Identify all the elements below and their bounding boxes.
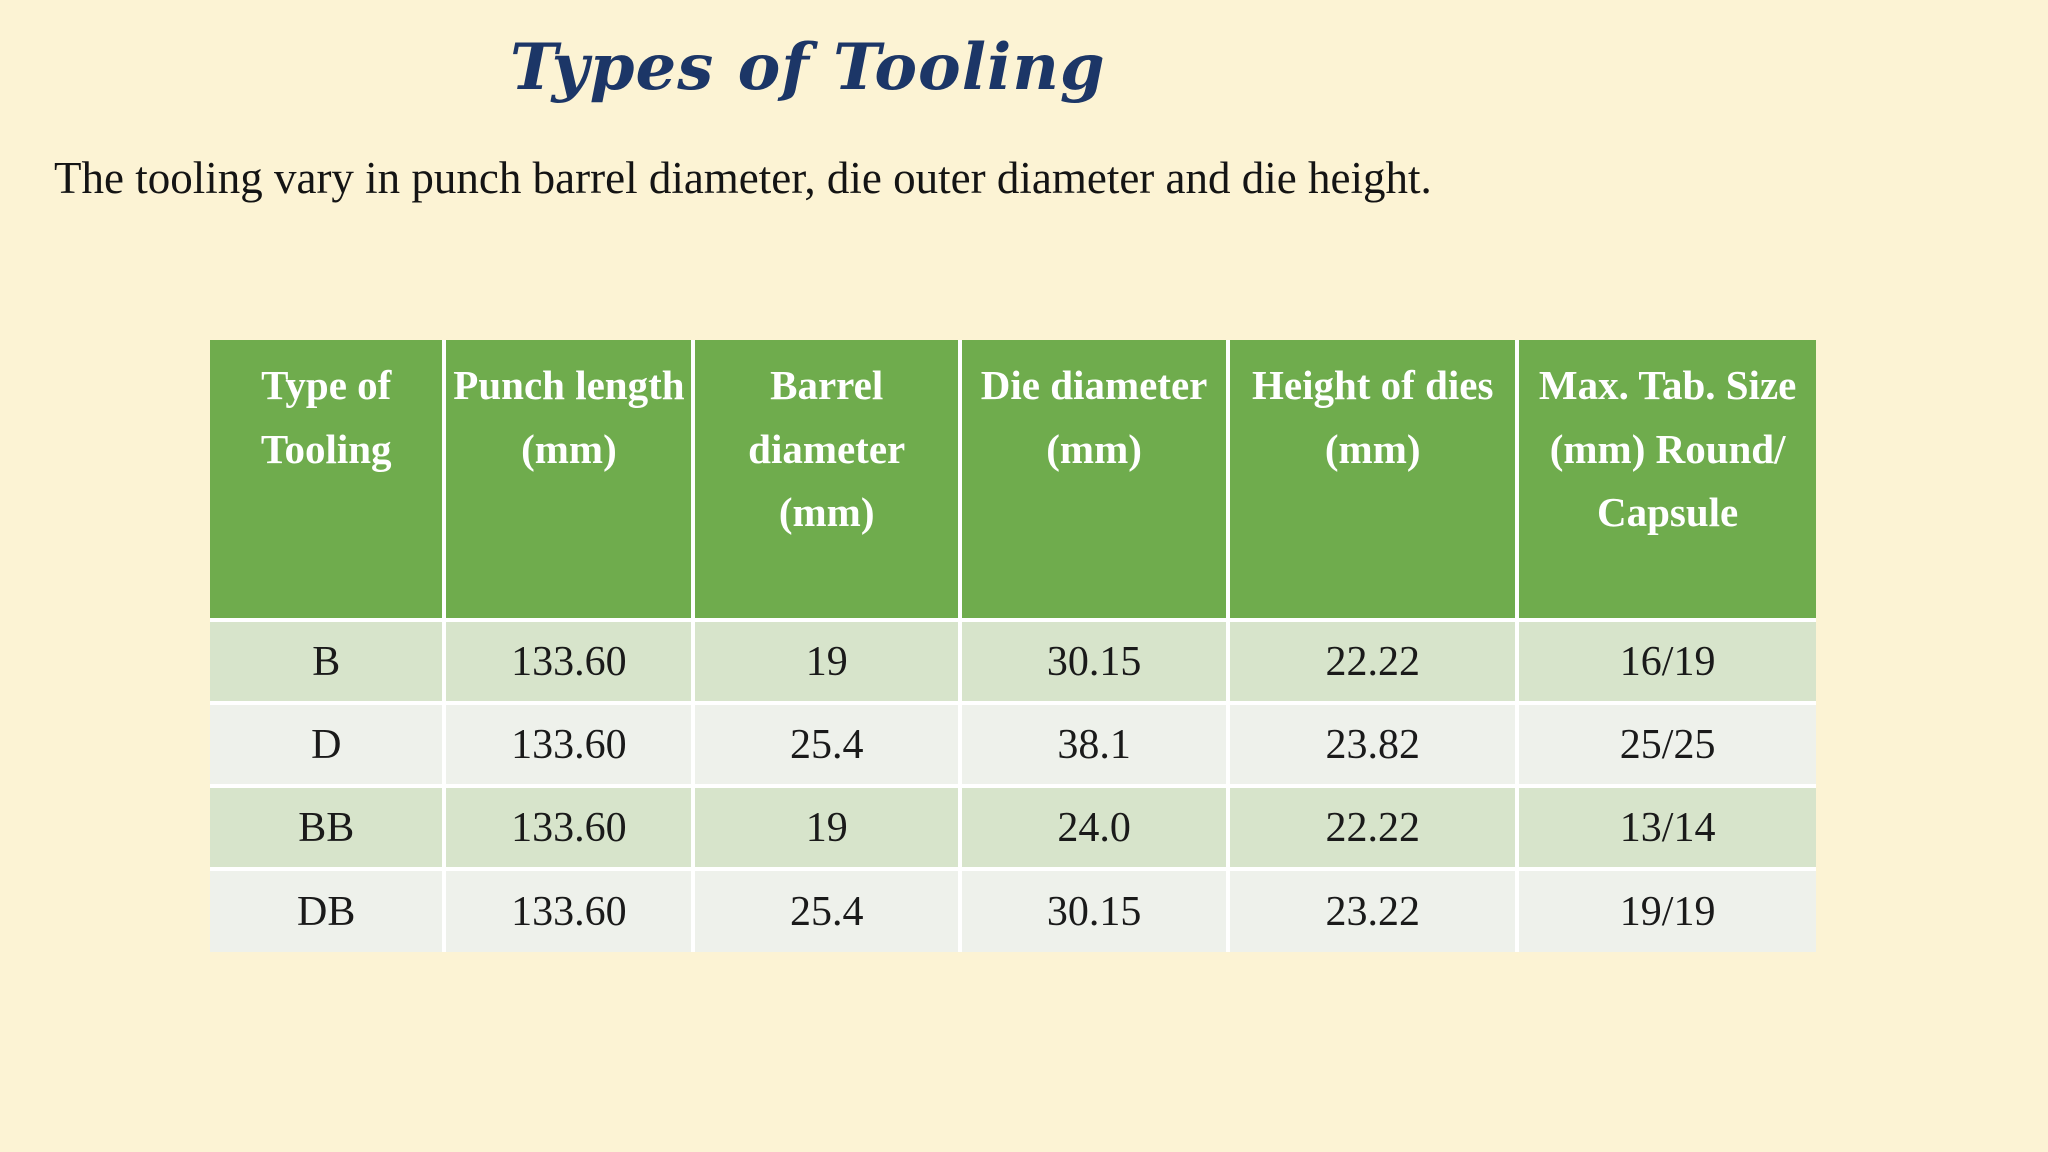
table-cell: 19	[691, 784, 962, 871]
table-cell: 25/25	[1515, 701, 1818, 788]
table-header-cell: Die diameter (mm)	[957, 338, 1231, 622]
table-header-cell: Punch length (mm)	[442, 338, 696, 622]
table-cell: 133.60	[442, 701, 696, 788]
table-header-cell: Type of Tooling	[207, 338, 447, 622]
table-cell: 22.22	[1226, 618, 1520, 705]
table-header-row: Type of Tooling Punch length (mm) Barrel d…	[207, 338, 1818, 622]
table-cell: 25.4	[691, 867, 962, 954]
table-cell: 38.1	[957, 701, 1231, 788]
slide-subtitle: The tooling vary in punch barrel diamete…	[54, 153, 1432, 203]
table-header-cell: Max. Tab. Size (mm) Round/ Capsule	[1515, 338, 1818, 622]
table-cell: 133.60	[442, 867, 696, 954]
table-cell: D	[207, 701, 447, 788]
table-cell: 25.4	[691, 701, 962, 788]
table-cell: 133.60	[442, 784, 696, 871]
table-cell: 16/19	[1515, 618, 1818, 705]
table-cell: 13/14	[1515, 784, 1818, 871]
table-row: BB 133.60 19 24.0 22.22 13/14	[207, 784, 1818, 871]
table-row: DB 133.60 25.4 30.15 23.22 19/19	[207, 867, 1818, 954]
page-title: Types of Tooling	[510, 30, 1106, 105]
table-cell: 22.22	[1226, 784, 1520, 871]
table-cell: 30.15	[957, 618, 1231, 705]
table-cell: BB	[207, 784, 447, 871]
table-header-cell: Barrel diameter (mm)	[691, 338, 962, 622]
table-cell: B	[207, 618, 447, 705]
tooling-table: Type of Tooling Punch length (mm) Barrel d…	[207, 338, 1818, 954]
table-cell: 24.0	[957, 784, 1231, 871]
table-row: B 133.60 19 30.15 22.22 16/19	[207, 618, 1818, 705]
table-cell: 23.22	[1226, 867, 1520, 954]
table-header-cell: Height of dies (mm)	[1226, 338, 1520, 622]
table-cell: 23.82	[1226, 701, 1520, 788]
table-cell: DB	[207, 867, 447, 954]
table-row: D 133.60 25.4 38.1 23.82 25/25	[207, 701, 1818, 788]
table-cell: 133.60	[442, 618, 696, 705]
table-cell: 19/19	[1515, 867, 1818, 954]
table-cell: 19	[691, 618, 962, 705]
table-cell: 30.15	[957, 867, 1231, 954]
